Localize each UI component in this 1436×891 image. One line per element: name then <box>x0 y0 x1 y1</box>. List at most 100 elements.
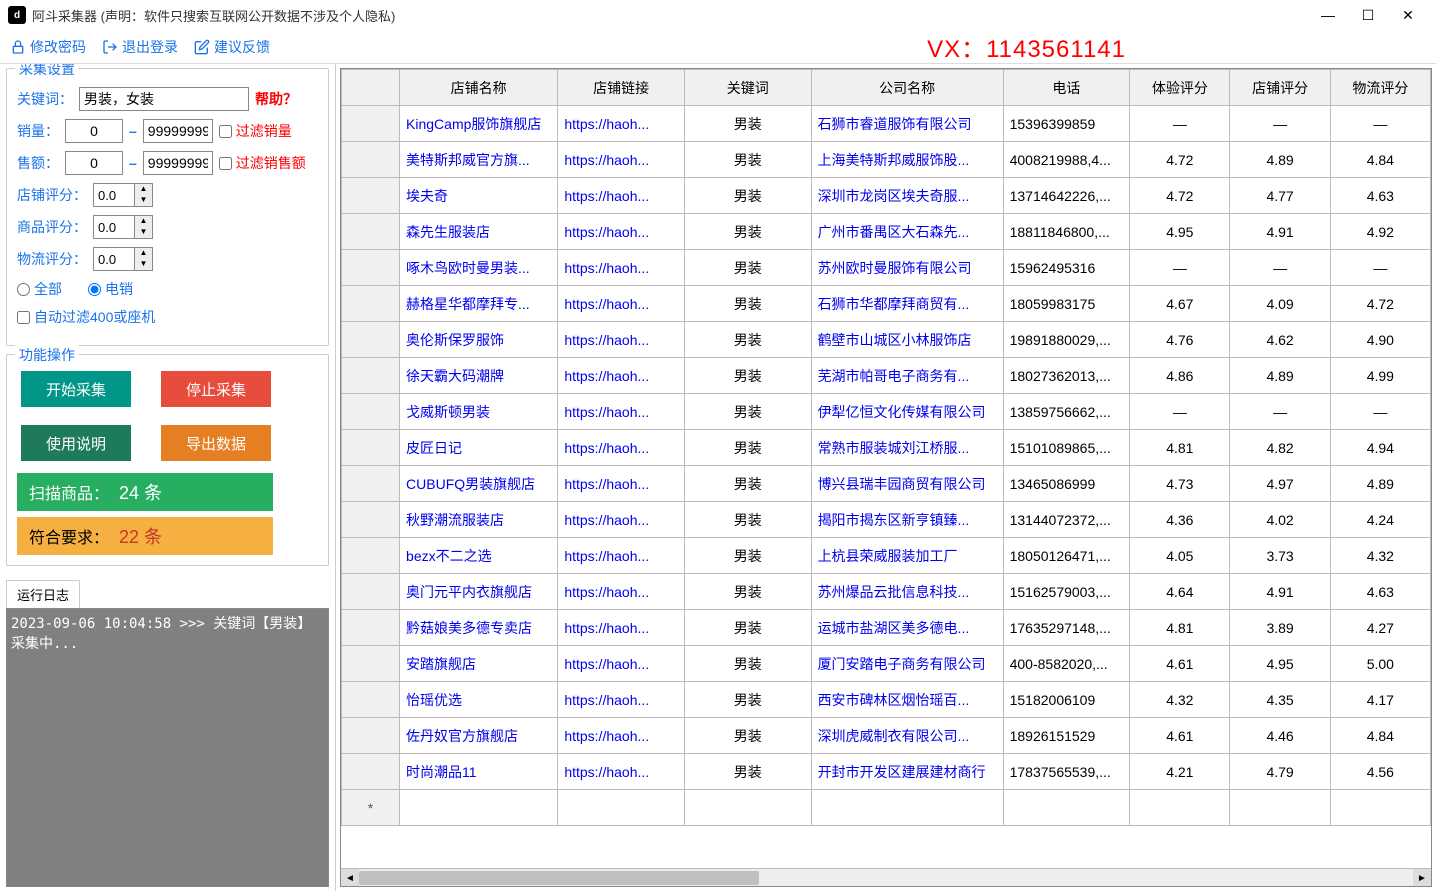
cell-company[interactable]: 苏州欧时曼服饰有限公司 <box>811 250 1003 286</box>
cell-shop-link[interactable]: https://haoh... <box>558 610 685 646</box>
cell-company[interactable]: 鹤壁市山城区小林服饰店 <box>811 322 1003 358</box>
goods-rate-input[interactable] <box>94 216 134 238</box>
logout-button[interactable]: 退出登录 <box>102 37 178 57</box>
table-row[interactable]: 皮匠日记https://haoh...男装常熟市服装城刘江桥服...151010… <box>342 430 1431 466</box>
table-row[interactable]: 啄木鸟欧时曼男装...https://haoh...男装苏州欧时曼服饰有限公司1… <box>342 250 1431 286</box>
cell-company[interactable]: 伊犁亿恒文化传媒有限公司 <box>811 394 1003 430</box>
row-header[interactable] <box>342 574 400 610</box>
cell-shop-name[interactable]: 戈威斯顿男装 <box>400 394 558 430</box>
table-row[interactable]: 奥门元平内衣旗舰店https://haoh...男装苏州爆品云批信息科技...1… <box>342 574 1431 610</box>
close-button[interactable]: ✕ <box>1388 1 1428 29</box>
cell-shop-name[interactable]: 皮匠日记 <box>400 430 558 466</box>
cell-company[interactable]: 苏州爆品云批信息科技... <box>811 574 1003 610</box>
cell-shop-link[interactable]: https://haoh... <box>558 718 685 754</box>
goods-rate-spinner[interactable]: ▲▼ <box>93 215 153 239</box>
cell-shop-link[interactable]: https://haoh... <box>558 538 685 574</box>
scroll-right-icon[interactable]: ► <box>1413 869 1431 887</box>
table-row[interactable]: CUBUFQ男装旗舰店https://haoh...男装博兴县瑞丰园商贸有限公司… <box>342 466 1431 502</box>
cell-company[interactable]: 芜湖市帕哥电子商务有... <box>811 358 1003 394</box>
minimize-button[interactable]: — <box>1308 1 1348 29</box>
ship-rate-input[interactable] <box>94 248 134 270</box>
cell-shop-link[interactable]: https://haoh... <box>558 142 685 178</box>
spinner-up-icon[interactable]: ▲ <box>135 216 152 227</box>
spinner-down-icon[interactable]: ▼ <box>135 259 152 270</box>
cell-company[interactable]: 西安市碑林区烟怡瑶百... <box>811 682 1003 718</box>
table-row[interactable]: 黔菇娘美多德专卖店https://haoh...男装运城市盐湖区美多德电...1… <box>342 610 1431 646</box>
cell-shop-name[interactable]: bezx不二之选 <box>400 538 558 574</box>
spinner-up-icon[interactable]: ▲ <box>135 248 152 259</box>
cell-shop-link[interactable]: https://haoh... <box>558 754 685 790</box>
cell-shop-name[interactable]: 埃夫奇 <box>400 178 558 214</box>
cell-shop-name[interactable]: CUBUFQ男装旗舰店 <box>400 466 558 502</box>
keyword-input[interactable] <box>79 87 249 111</box>
cell-shop-name[interactable]: 徐天霸大码潮牌 <box>400 358 558 394</box>
cell-shop-link[interactable]: https://haoh... <box>558 646 685 682</box>
row-header[interactable] <box>342 358 400 394</box>
filter-sales-checkbox[interactable]: 过滤销量 <box>219 121 292 141</box>
spinner-up-icon[interactable]: ▲ <box>135 184 152 195</box>
help-link[interactable]: 帮助？ <box>255 89 297 109</box>
row-header[interactable] <box>342 646 400 682</box>
cell-shop-name[interactable]: 佐丹奴官方旗舰店 <box>400 718 558 754</box>
cell-shop-name[interactable]: 时尚潮品11 <box>400 754 558 790</box>
scroll-thumb[interactable] <box>359 871 759 885</box>
sales-min-input[interactable] <box>65 119 123 143</box>
cell-shop-link[interactable]: https://haoh... <box>558 466 685 502</box>
table-row[interactable]: 森先生服装店https://haoh...男装广州市番禺区大石森先...1881… <box>342 214 1431 250</box>
cell-company[interactable]: 厦门安踏电子商务有限公司 <box>811 646 1003 682</box>
table-row[interactable]: 戈威斯顿男装https://haoh...男装伊犁亿恒文化传媒有限公司13859… <box>342 394 1431 430</box>
auto-filter-checkbox[interactable]: 自动过滤400或座机 <box>17 307 155 327</box>
cell-shop-name[interactable]: 怡瑶优选 <box>400 682 558 718</box>
cell-company[interactable]: 广州市番禺区大石森先... <box>811 214 1003 250</box>
cell-shop-name[interactable]: 美特斯邦威官方旗... <box>400 142 558 178</box>
cell-shop-name[interactable]: 啄木鸟欧时曼男装... <box>400 250 558 286</box>
table-row[interactable]: 时尚潮品11https://haoh...男装开封市开发区建展建材商行17837… <box>342 754 1431 790</box>
cell-shop-name[interactable]: 赫格星华都摩拜专... <box>400 286 558 322</box>
maximize-button[interactable]: ☐ <box>1348 1 1388 29</box>
row-header[interactable] <box>342 214 400 250</box>
cell-company[interactable]: 石狮市华都摩拜商贸有... <box>811 286 1003 322</box>
row-header[interactable] <box>342 394 400 430</box>
feedback-button[interactable]: 建议反馈 <box>194 37 270 57</box>
row-header[interactable] <box>342 610 400 646</box>
table-header[interactable]: 公司名称 <box>811 70 1003 106</box>
amount-min-input[interactable] <box>65 151 123 175</box>
cell-company[interactable]: 深圳市龙岗区埃夫奇服... <box>811 178 1003 214</box>
change-password-button[interactable]: 修改密码 <box>10 37 86 57</box>
table-row-new[interactable] <box>342 790 1431 826</box>
cell-company[interactable]: 深圳虎威制衣有限公司... <box>811 718 1003 754</box>
radio-all[interactable]: 全部 <box>17 279 62 299</box>
shop-rate-spinner[interactable]: ▲▼ <box>93 183 153 207</box>
table-row[interactable]: 佐丹奴官方旗舰店https://haoh...男装深圳虎威制衣有限公司...18… <box>342 718 1431 754</box>
table-header[interactable]: 电话 <box>1003 70 1130 106</box>
table-row[interactable]: bezx不二之选https://haoh...男装上杭县荣威服装加工厂18050… <box>342 538 1431 574</box>
cell-company[interactable]: 常熟市服装城刘江桥服... <box>811 430 1003 466</box>
row-header[interactable] <box>342 718 400 754</box>
cell-shop-link[interactable]: https://haoh... <box>558 178 685 214</box>
cell-company[interactable]: 上海美特斯邦威服饰股... <box>811 142 1003 178</box>
spinner-down-icon[interactable]: ▼ <box>135 195 152 206</box>
stop-button[interactable]: 停止采集 <box>161 371 271 407</box>
row-header[interactable] <box>342 538 400 574</box>
cell-company[interactable]: 石狮市睿道服饰有限公司 <box>811 106 1003 142</box>
cell-shop-link[interactable]: https://haoh... <box>558 682 685 718</box>
cell-shop-name[interactable]: 安踏旗舰店 <box>400 646 558 682</box>
row-header[interactable] <box>342 502 400 538</box>
export-button[interactable]: 导出数据 <box>161 425 271 461</box>
row-header[interactable] <box>342 466 400 502</box>
cell-shop-name[interactable]: 森先生服装店 <box>400 214 558 250</box>
table-header[interactable]: 店铺链接 <box>558 70 685 106</box>
table-row[interactable]: 怡瑶优选https://haoh...男装西安市碑林区烟怡瑶百...151820… <box>342 682 1431 718</box>
radio-dian[interactable]: 电销 <box>88 279 133 299</box>
row-header[interactable] <box>342 142 400 178</box>
help-button[interactable]: 使用说明 <box>21 425 131 461</box>
cell-company[interactable]: 博兴县瑞丰园商贸有限公司 <box>811 466 1003 502</box>
table-row[interactable]: KingCamp服饰旗舰店https://haoh...男装石狮市睿道服饰有限公… <box>342 106 1431 142</box>
table-header[interactable]: 体验评分 <box>1130 70 1230 106</box>
row-header[interactable] <box>342 286 400 322</box>
cell-shop-name[interactable]: KingCamp服饰旗舰店 <box>400 106 558 142</box>
row-header[interactable] <box>342 322 400 358</box>
cell-shop-name[interactable]: 黔菇娘美多德专卖店 <box>400 610 558 646</box>
table-header[interactable]: 店铺评分 <box>1230 70 1330 106</box>
cell-shop-link[interactable]: https://haoh... <box>558 358 685 394</box>
